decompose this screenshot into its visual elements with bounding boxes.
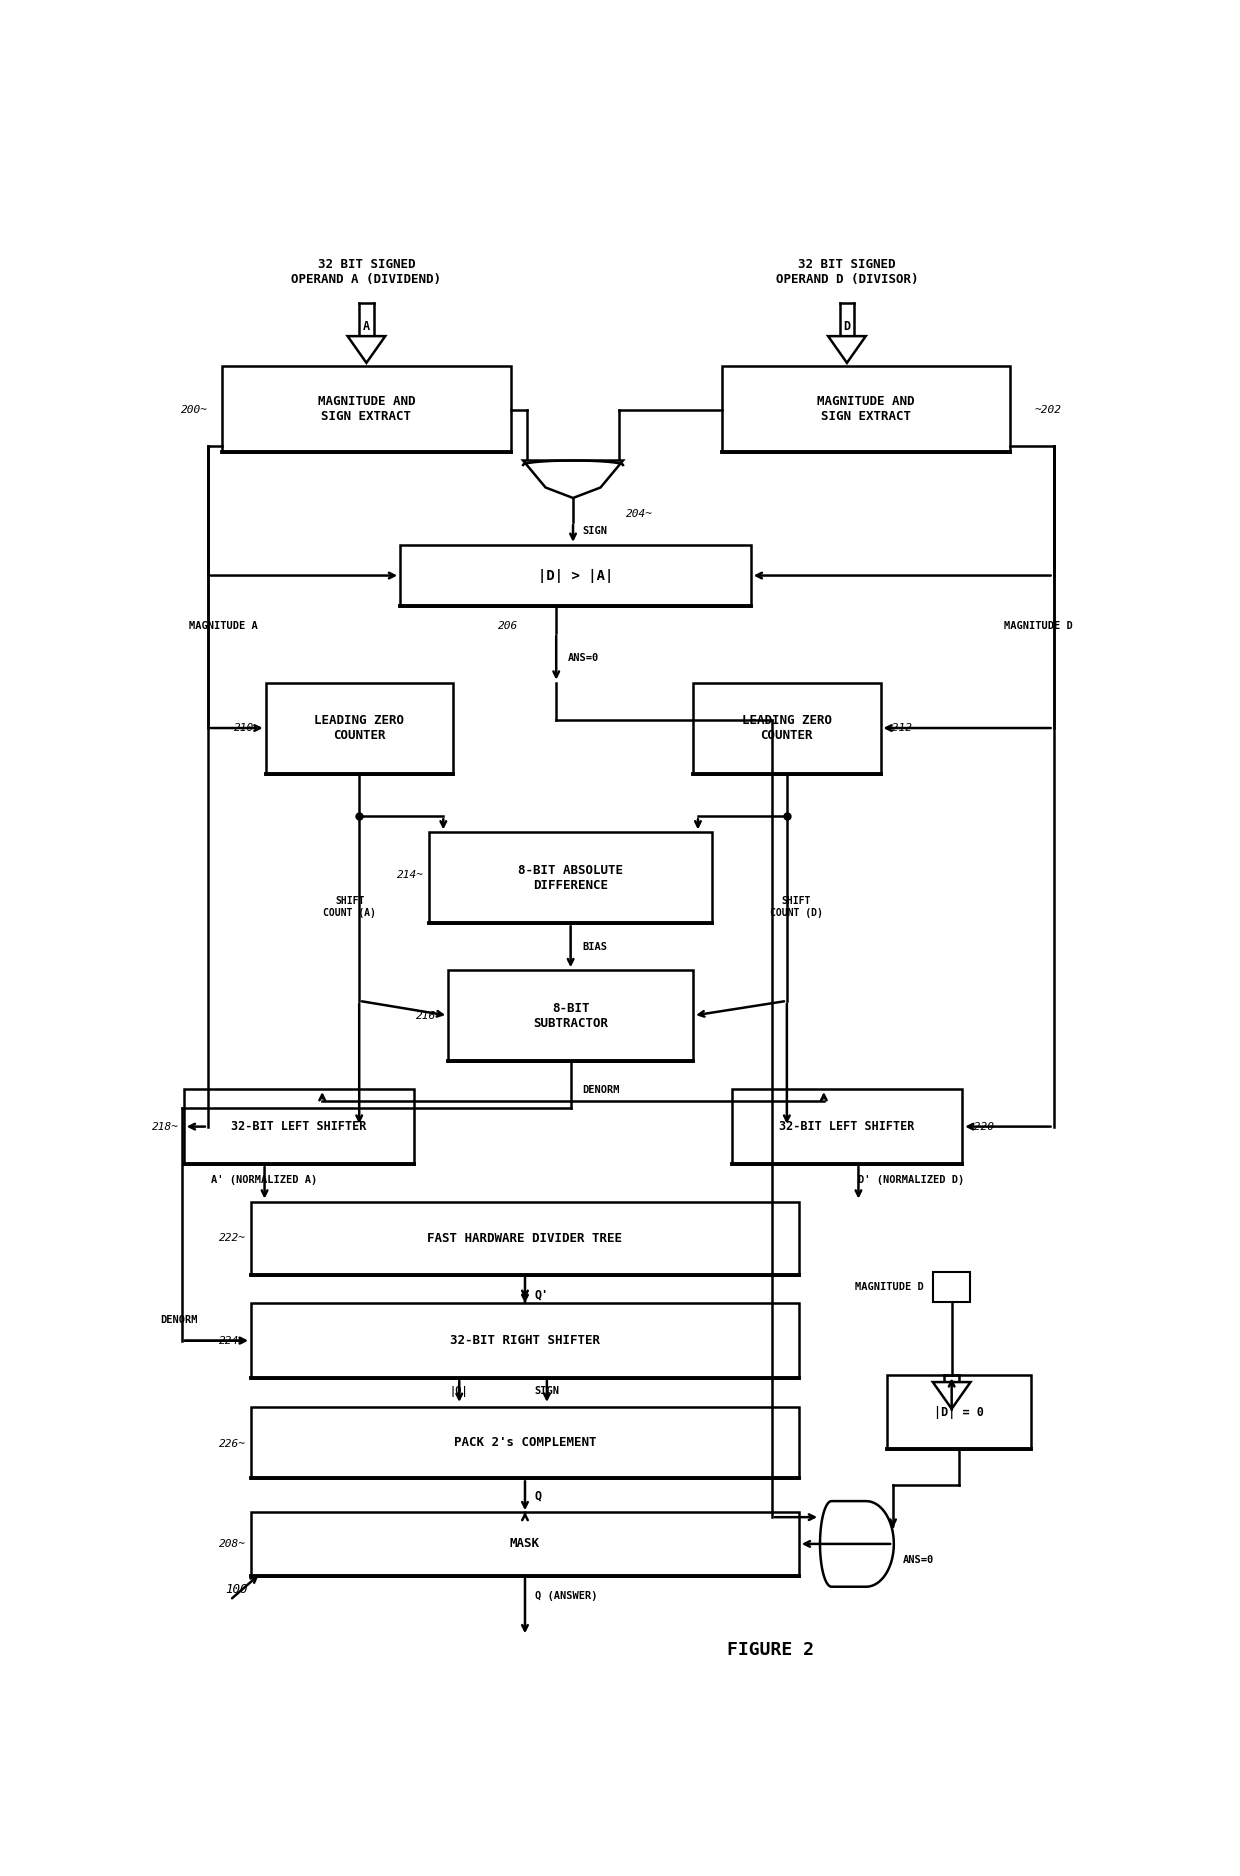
- Text: FAST HARDWARE DIVIDER TREE: FAST HARDWARE DIVIDER TREE: [428, 1233, 622, 1246]
- FancyBboxPatch shape: [401, 544, 751, 606]
- Text: MAGNITUDE D: MAGNITUDE D: [856, 1281, 924, 1293]
- Polygon shape: [820, 1501, 894, 1587]
- Polygon shape: [828, 336, 866, 362]
- Text: SHIFT
COUNT (D): SHIFT COUNT (D): [770, 897, 823, 917]
- Text: 210~: 210~: [233, 722, 260, 734]
- FancyBboxPatch shape: [722, 366, 1011, 452]
- FancyBboxPatch shape: [934, 1272, 970, 1302]
- Text: MAGNITUDE AND
SIGN EXTRACT: MAGNITUDE AND SIGN EXTRACT: [317, 396, 415, 422]
- FancyBboxPatch shape: [222, 366, 511, 452]
- Text: A' (NORMALIZED A): A' (NORMALIZED A): [212, 1174, 317, 1186]
- Text: SIGN: SIGN: [583, 527, 608, 537]
- Text: A: A: [363, 319, 370, 332]
- Text: ANS=0: ANS=0: [568, 653, 599, 664]
- Text: |D| > |A|: |D| > |A|: [538, 568, 613, 583]
- Text: |Q|: |Q|: [450, 1386, 469, 1398]
- FancyBboxPatch shape: [693, 683, 880, 773]
- Text: 204~: 204~: [626, 508, 653, 518]
- Text: D' (NORMALIZED D): D' (NORMALIZED D): [858, 1174, 965, 1186]
- FancyBboxPatch shape: [250, 1407, 799, 1478]
- Text: MAGNITUDE A: MAGNITUDE A: [188, 621, 258, 632]
- Text: ANS=0: ANS=0: [903, 1555, 934, 1565]
- Text: 32 BIT SIGNED
OPERAND A (DIVIDEND): 32 BIT SIGNED OPERAND A (DIVIDEND): [291, 257, 441, 285]
- Text: 8-BIT
SUBTRACTOR: 8-BIT SUBTRACTOR: [533, 1002, 608, 1030]
- Text: LEADING ZERO
COUNTER: LEADING ZERO COUNTER: [742, 715, 832, 743]
- Text: FIGURE 2: FIGURE 2: [727, 1642, 813, 1658]
- Text: DENORM: DENORM: [582, 1084, 620, 1094]
- Text: SHIFT
COUNT (A): SHIFT COUNT (A): [324, 897, 376, 917]
- Text: ~212: ~212: [885, 722, 913, 734]
- Polygon shape: [932, 1383, 971, 1409]
- FancyBboxPatch shape: [250, 1512, 799, 1576]
- Text: LEADING ZERO
COUNTER: LEADING ZERO COUNTER: [314, 715, 404, 743]
- Text: 216~: 216~: [417, 1011, 444, 1021]
- Text: 32-BIT LEFT SHIFTER: 32-BIT LEFT SHIFTER: [779, 1120, 915, 1133]
- Text: SIGN: SIGN: [534, 1386, 559, 1396]
- Text: BIAS: BIAS: [582, 942, 608, 951]
- Text: D: D: [843, 319, 851, 332]
- Text: 226~: 226~: [219, 1439, 247, 1448]
- Text: 222~: 222~: [219, 1233, 247, 1242]
- FancyBboxPatch shape: [250, 1201, 799, 1276]
- Text: 218~: 218~: [153, 1122, 179, 1131]
- FancyBboxPatch shape: [448, 970, 693, 1062]
- Text: DENORM: DENORM: [160, 1315, 197, 1324]
- Text: MASK: MASK: [510, 1538, 539, 1550]
- Text: MAGNITUDE AND
SIGN EXTRACT: MAGNITUDE AND SIGN EXTRACT: [817, 396, 915, 422]
- Polygon shape: [347, 336, 386, 362]
- Text: 224~: 224~: [219, 1336, 247, 1345]
- Text: 100: 100: [226, 1583, 248, 1596]
- FancyBboxPatch shape: [265, 683, 453, 773]
- Text: MAGNITUDE D: MAGNITUDE D: [1004, 621, 1073, 632]
- FancyBboxPatch shape: [429, 833, 712, 923]
- Text: Q (ANSWER): Q (ANSWER): [534, 1591, 598, 1600]
- Text: ~202: ~202: [1034, 405, 1061, 415]
- Text: 200~: 200~: [181, 405, 208, 415]
- FancyBboxPatch shape: [888, 1375, 1032, 1448]
- Text: Q: Q: [534, 1490, 542, 1503]
- Text: ~220: ~220: [967, 1122, 994, 1131]
- Text: 32-BIT LEFT SHIFTER: 32-BIT LEFT SHIFTER: [232, 1120, 367, 1133]
- FancyBboxPatch shape: [250, 1304, 799, 1379]
- Text: 8-BIT ABSOLUTE
DIFFERENCE: 8-BIT ABSOLUTE DIFFERENCE: [518, 863, 624, 891]
- Text: 32 BIT SIGNED
OPERAND D (DIVISOR): 32 BIT SIGNED OPERAND D (DIVISOR): [776, 257, 918, 285]
- Polygon shape: [523, 460, 622, 497]
- Text: 206: 206: [497, 621, 518, 632]
- FancyBboxPatch shape: [732, 1090, 962, 1163]
- Text: Q': Q': [534, 1289, 549, 1302]
- Text: |D| = 0: |D| = 0: [935, 1405, 985, 1418]
- Text: 32-BIT RIGHT SHIFTER: 32-BIT RIGHT SHIFTER: [450, 1334, 600, 1347]
- FancyBboxPatch shape: [184, 1090, 414, 1163]
- Text: 208~: 208~: [219, 1538, 247, 1550]
- Text: PACK 2's COMPLEMENT: PACK 2's COMPLEMENT: [454, 1437, 596, 1450]
- Text: 214~: 214~: [397, 870, 424, 880]
